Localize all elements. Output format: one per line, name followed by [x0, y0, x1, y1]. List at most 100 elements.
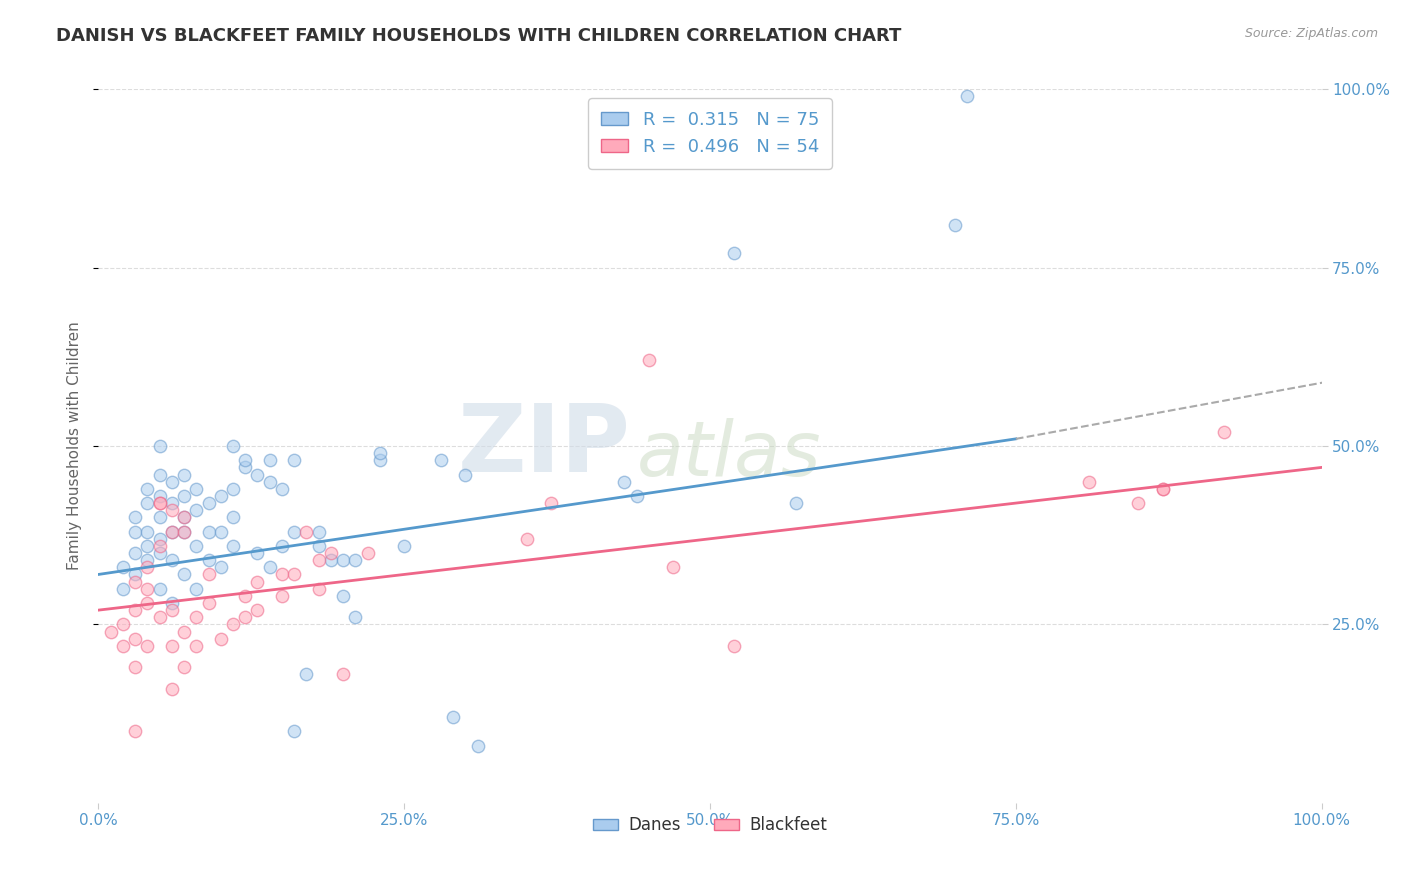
- Point: [186, 503, 208, 517]
- Point: [368, 446, 391, 460]
- Point: [270, 482, 294, 496]
- Point: [124, 724, 146, 739]
- Point: [270, 589, 294, 603]
- Point: [186, 610, 208, 624]
- Point: [100, 624, 122, 639]
- Point: [111, 560, 134, 574]
- Point: [197, 496, 219, 510]
- Point: [270, 567, 294, 582]
- Point: [209, 632, 232, 646]
- Point: [246, 546, 269, 560]
- Point: [209, 560, 232, 574]
- Point: [1152, 482, 1174, 496]
- Point: [160, 596, 183, 610]
- Point: [149, 546, 172, 560]
- Point: [332, 589, 354, 603]
- Point: [1078, 475, 1101, 489]
- Point: [1212, 425, 1234, 439]
- Point: [723, 639, 745, 653]
- Point: [124, 632, 146, 646]
- Point: [186, 539, 208, 553]
- Point: [160, 639, 183, 653]
- Point: [124, 567, 146, 582]
- Point: [173, 524, 195, 539]
- Point: [308, 539, 330, 553]
- Point: [332, 667, 354, 681]
- Text: atlas: atlas: [637, 417, 821, 491]
- Point: [136, 639, 159, 653]
- Point: [160, 503, 183, 517]
- Point: [197, 524, 219, 539]
- Point: [111, 617, 134, 632]
- Point: [723, 246, 745, 260]
- Point: [626, 489, 648, 503]
- Point: [222, 482, 245, 496]
- Point: [149, 510, 172, 524]
- Point: [160, 475, 183, 489]
- Point: [1128, 496, 1150, 510]
- Point: [454, 467, 477, 482]
- Point: [160, 681, 183, 696]
- Point: [136, 539, 159, 553]
- Point: [259, 475, 281, 489]
- Point: [124, 660, 146, 674]
- Point: [222, 510, 245, 524]
- Point: [173, 567, 195, 582]
- Point: [149, 532, 172, 546]
- Point: [186, 639, 208, 653]
- Point: [197, 596, 219, 610]
- Point: [637, 353, 661, 368]
- Point: [319, 553, 342, 567]
- Point: [222, 439, 245, 453]
- Point: [441, 710, 464, 724]
- Point: [356, 546, 378, 560]
- Point: [233, 460, 256, 475]
- Point: [233, 453, 256, 467]
- Point: [283, 724, 305, 739]
- Point: [186, 482, 208, 496]
- Point: [308, 524, 330, 539]
- Text: Source: ZipAtlas.com: Source: ZipAtlas.com: [1244, 27, 1378, 40]
- Point: [173, 489, 195, 503]
- Point: [124, 510, 146, 524]
- Point: [124, 546, 146, 560]
- Point: [785, 496, 807, 510]
- Point: [283, 524, 305, 539]
- Point: [246, 574, 269, 589]
- Point: [197, 553, 219, 567]
- Point: [246, 467, 269, 482]
- Point: [124, 524, 146, 539]
- Point: [222, 539, 245, 553]
- Point: [233, 610, 256, 624]
- Point: [344, 610, 367, 624]
- Point: [111, 639, 134, 653]
- Point: [173, 624, 195, 639]
- Point: [430, 453, 453, 467]
- Point: [246, 603, 269, 617]
- Point: [319, 546, 342, 560]
- Point: [368, 453, 391, 467]
- Point: [943, 218, 966, 232]
- Point: [209, 524, 232, 539]
- Point: [149, 610, 172, 624]
- Point: [136, 524, 159, 539]
- Point: [124, 574, 146, 589]
- Point: [308, 553, 330, 567]
- Point: [136, 553, 159, 567]
- Point: [173, 510, 195, 524]
- Point: [332, 553, 354, 567]
- Y-axis label: Family Households with Children: Family Households with Children: [67, 322, 83, 570]
- Point: [259, 453, 281, 467]
- Point: [149, 439, 172, 453]
- Point: [295, 524, 318, 539]
- Point: [136, 560, 159, 574]
- Point: [956, 89, 979, 103]
- Point: [308, 582, 330, 596]
- Point: [173, 467, 195, 482]
- Point: [662, 560, 685, 574]
- Point: [149, 496, 172, 510]
- Point: [209, 489, 232, 503]
- Text: ZIP: ZIP: [457, 400, 630, 492]
- Legend: Danes, Blackfeet: Danes, Blackfeet: [586, 810, 834, 841]
- Point: [222, 617, 245, 632]
